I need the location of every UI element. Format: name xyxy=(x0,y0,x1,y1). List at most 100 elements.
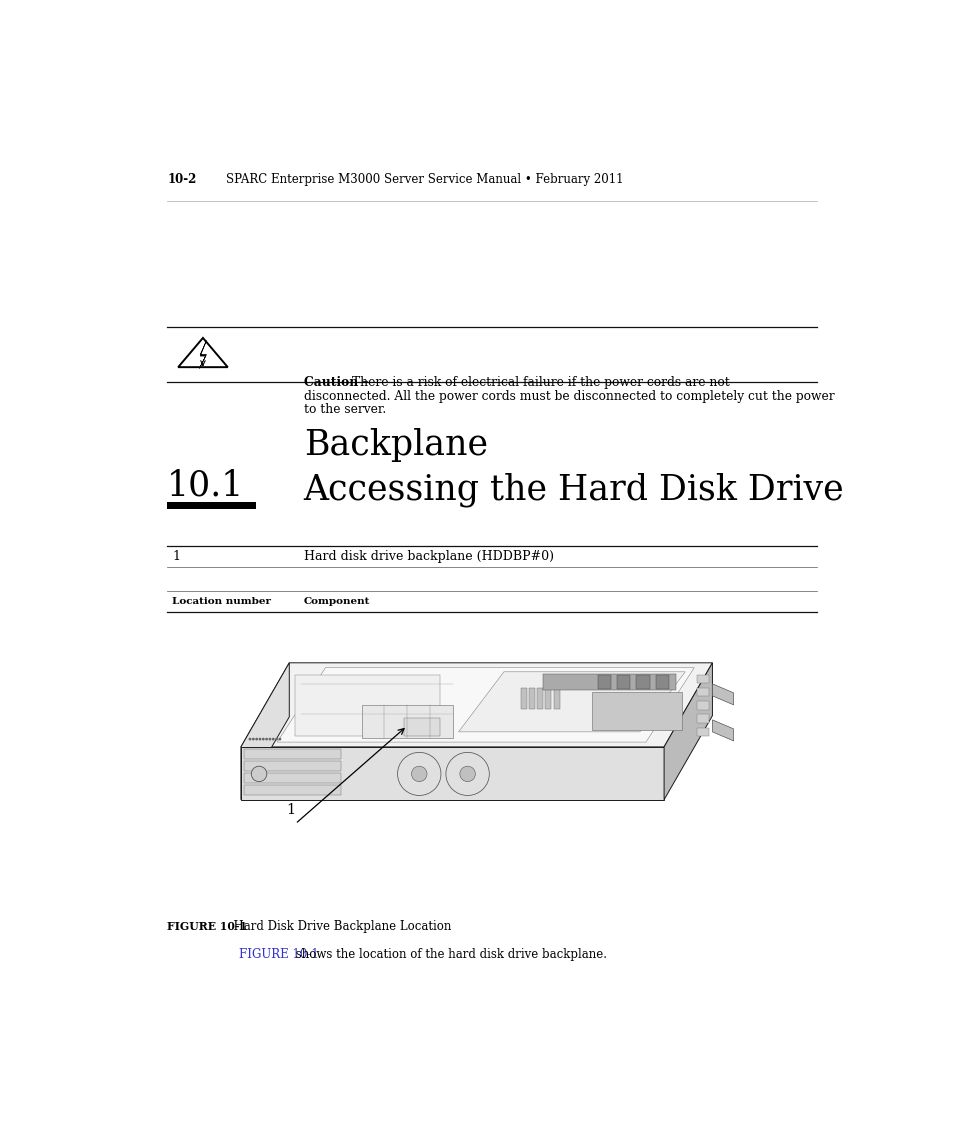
Circle shape xyxy=(278,751,281,753)
Circle shape xyxy=(278,777,281,780)
Polygon shape xyxy=(295,674,440,736)
Circle shape xyxy=(262,764,264,767)
Polygon shape xyxy=(697,714,709,722)
Circle shape xyxy=(445,752,489,796)
Polygon shape xyxy=(655,674,668,689)
Circle shape xyxy=(411,766,427,782)
Circle shape xyxy=(249,777,252,780)
Polygon shape xyxy=(697,701,709,710)
Polygon shape xyxy=(597,674,610,689)
Text: disconnected. All the power cords must be disconnected to completely cut the pow: disconnected. All the power cords must b… xyxy=(303,389,834,403)
Circle shape xyxy=(258,790,261,793)
Circle shape xyxy=(397,752,440,796)
Polygon shape xyxy=(241,663,712,747)
Polygon shape xyxy=(244,785,340,795)
Text: 1: 1 xyxy=(287,803,295,818)
Circle shape xyxy=(274,764,277,767)
Circle shape xyxy=(258,777,261,780)
Text: FIGURE 10-1: FIGURE 10-1 xyxy=(239,948,319,961)
Circle shape xyxy=(272,790,274,793)
Circle shape xyxy=(252,790,254,793)
Polygon shape xyxy=(697,688,709,696)
Polygon shape xyxy=(712,684,733,705)
Text: FIGURE 10-1: FIGURE 10-1 xyxy=(167,921,247,932)
Circle shape xyxy=(262,751,264,753)
Circle shape xyxy=(249,764,252,767)
Polygon shape xyxy=(199,341,206,369)
Polygon shape xyxy=(241,747,663,799)
Circle shape xyxy=(274,737,277,741)
Text: 10-2: 10-2 xyxy=(167,173,196,187)
Text: Hard disk drive backplane (HDDBP#0): Hard disk drive backplane (HDDBP#0) xyxy=(303,550,553,562)
Circle shape xyxy=(265,737,268,741)
Polygon shape xyxy=(553,688,559,710)
Polygon shape xyxy=(697,674,709,684)
Polygon shape xyxy=(241,663,289,799)
Text: Hard Disk Drive Backplane Location: Hard Disk Drive Backplane Location xyxy=(226,919,451,933)
Text: Accessing the Hard Disk Drive: Accessing the Hard Disk Drive xyxy=(303,473,843,507)
Circle shape xyxy=(268,790,271,793)
Circle shape xyxy=(251,766,267,782)
Circle shape xyxy=(258,764,261,767)
Polygon shape xyxy=(545,688,551,710)
Circle shape xyxy=(249,751,252,753)
Polygon shape xyxy=(528,688,535,710)
Circle shape xyxy=(262,790,264,793)
Text: shows the location of the hard disk drive backplane.: shows the location of the hard disk driv… xyxy=(292,948,606,961)
Circle shape xyxy=(268,751,271,753)
Circle shape xyxy=(274,777,277,780)
Circle shape xyxy=(272,751,274,753)
Polygon shape xyxy=(617,674,630,689)
Polygon shape xyxy=(636,674,649,689)
Circle shape xyxy=(268,764,271,767)
Circle shape xyxy=(249,737,252,741)
Circle shape xyxy=(249,790,252,793)
Text: Caution –: Caution – xyxy=(303,377,368,389)
Circle shape xyxy=(255,751,257,753)
Circle shape xyxy=(255,790,257,793)
FancyBboxPatch shape xyxy=(167,502,256,510)
Polygon shape xyxy=(542,673,676,689)
Circle shape xyxy=(255,764,257,767)
Circle shape xyxy=(262,777,264,780)
Circle shape xyxy=(274,751,277,753)
Circle shape xyxy=(255,777,257,780)
Polygon shape xyxy=(244,761,340,771)
Polygon shape xyxy=(697,728,709,736)
Circle shape xyxy=(262,737,264,741)
Circle shape xyxy=(252,751,254,753)
Circle shape xyxy=(252,737,254,741)
Circle shape xyxy=(268,777,271,780)
Circle shape xyxy=(258,737,261,741)
Circle shape xyxy=(278,737,281,741)
Circle shape xyxy=(272,777,274,780)
Circle shape xyxy=(265,790,268,793)
Circle shape xyxy=(265,777,268,780)
Polygon shape xyxy=(404,718,440,736)
Circle shape xyxy=(274,790,277,793)
Circle shape xyxy=(272,764,274,767)
Circle shape xyxy=(265,751,268,753)
Polygon shape xyxy=(458,672,684,732)
Circle shape xyxy=(278,764,281,767)
Text: 1: 1 xyxy=(172,550,180,562)
Text: Component: Component xyxy=(303,597,370,606)
Polygon shape xyxy=(277,668,694,742)
Text: There is a risk of electrical failure if the power cords are not: There is a risk of electrical failure if… xyxy=(352,377,729,389)
Text: 10.1: 10.1 xyxy=(167,468,244,502)
Polygon shape xyxy=(520,688,526,710)
Circle shape xyxy=(258,751,261,753)
Text: to the server.: to the server. xyxy=(303,403,386,417)
Circle shape xyxy=(268,737,271,741)
Polygon shape xyxy=(712,720,733,741)
Text: Backplane: Backplane xyxy=(303,428,487,463)
Circle shape xyxy=(459,766,475,782)
Polygon shape xyxy=(244,749,340,759)
Polygon shape xyxy=(663,663,712,799)
Text: SPARC Enterprise M3000 Server Service Manual • February 2011: SPARC Enterprise M3000 Server Service Ma… xyxy=(226,173,623,187)
Circle shape xyxy=(278,790,281,793)
Polygon shape xyxy=(361,705,452,737)
Circle shape xyxy=(252,777,254,780)
Circle shape xyxy=(255,737,257,741)
Text: Location number: Location number xyxy=(172,597,271,606)
